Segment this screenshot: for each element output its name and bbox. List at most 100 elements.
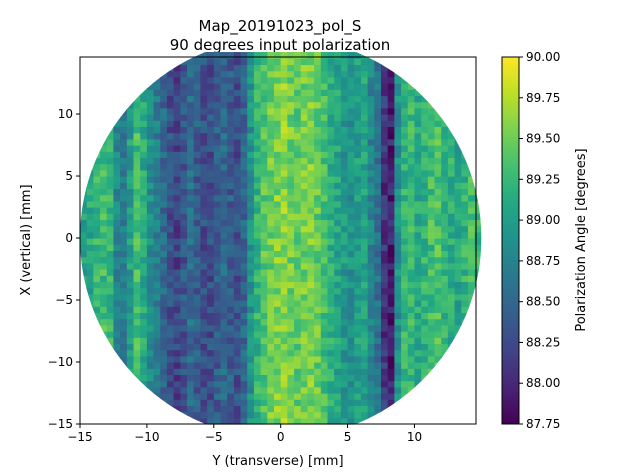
heatmap-cell [113, 219, 121, 227]
heatmap-cell [173, 306, 181, 314]
heatmap-cell [173, 76, 181, 84]
heatmap-cell [280, 355, 288, 363]
heatmap-cell [414, 58, 422, 66]
heatmap-cell [173, 58, 181, 66]
heatmap-cell [213, 207, 222, 214]
heatmap-cell [334, 312, 342, 320]
heatmap-cell [100, 275, 108, 283]
heatmap-cell [434, 64, 442, 72]
heatmap-cell [207, 157, 215, 165]
heatmap-cell [314, 151, 322, 159]
heatmap-cell [233, 213, 242, 221]
heatmap-cell [441, 287, 449, 295]
heatmap-cell [434, 380, 442, 388]
heatmap-cell [173, 393, 181, 400]
heatmap-cell [294, 182, 302, 190]
heatmap-cell [394, 163, 402, 171]
heatmap-cell [347, 312, 355, 320]
heatmap-cell [354, 89, 362, 97]
heatmap-cell [173, 182, 181, 190]
heatmap-cell [387, 262, 395, 270]
heatmap-cell [153, 114, 161, 121]
heatmap-cell [434, 275, 442, 283]
heatmap-cell [367, 256, 375, 264]
heatmap-cell [300, 306, 309, 314]
heatmap-cell [120, 405, 128, 413]
heatmap-cell [153, 83, 161, 90]
heatmap-cell [160, 70, 168, 78]
heatmap-cell [120, 244, 128, 252]
heatmap-cell [267, 95, 275, 103]
heatmap-cell [280, 337, 288, 345]
heatmap-cell [447, 64, 456, 72]
heatmap-cell [133, 101, 141, 109]
heatmap-cell [93, 194, 101, 202]
heatmap-cell [387, 182, 395, 190]
heatmap-cell [421, 176, 429, 183]
heatmap-cell [233, 281, 242, 289]
heatmap-cell [213, 52, 222, 59]
heatmap-cell [441, 250, 449, 258]
heatmap-cell [461, 355, 469, 363]
heatmap-cell [86, 256, 94, 264]
heatmap-cell [414, 188, 422, 196]
heatmap-cell [153, 380, 161, 388]
heatmap-cell [153, 324, 161, 332]
heatmap-cell [401, 238, 409, 245]
heatmap-cell [334, 95, 342, 103]
heatmap-cell [401, 300, 409, 307]
heatmap-cell [220, 200, 228, 208]
heatmap-cell [340, 138, 349, 146]
heatmap-cell [200, 275, 208, 283]
heatmap-cell [421, 101, 429, 109]
heatmap-cell [213, 306, 222, 314]
heatmap-cell [273, 163, 282, 171]
heatmap-cell [394, 269, 402, 276]
heatmap-cell [307, 132, 315, 140]
heatmap-cell [300, 107, 309, 115]
heatmap-cell [394, 386, 402, 394]
heatmap-cell [334, 213, 342, 221]
heatmap-cell [213, 399, 222, 406]
heatmap-cell [133, 318, 141, 326]
heatmap-cell [200, 337, 208, 345]
heatmap-cell [434, 368, 442, 376]
heatmap-cell [334, 281, 342, 289]
heatmap-cell [80, 169, 88, 177]
heatmap-cell [93, 337, 101, 345]
heatmap-cell [367, 194, 375, 202]
heatmap-cell [434, 374, 442, 382]
heatmap-cell [287, 275, 295, 283]
heatmap-cell [173, 176, 181, 183]
heatmap-cell [307, 107, 315, 115]
heatmap-cell [146, 188, 155, 196]
heatmap-cell [367, 64, 375, 72]
heatmap-cell [100, 157, 108, 165]
heatmap-cell [421, 207, 429, 214]
heatmap-cell [427, 386, 436, 394]
heatmap-cell [187, 95, 195, 103]
heatmap-cell [307, 349, 315, 357]
heatmap-cell [193, 114, 202, 121]
heatmap-cell [213, 393, 222, 400]
heatmap-cell [126, 70, 135, 78]
heatmap-cell [200, 324, 208, 332]
heatmap-cell [227, 114, 235, 121]
heatmap-cell [287, 157, 295, 165]
heatmap-cell [454, 306, 462, 314]
heatmap-cell [340, 262, 349, 270]
heatmap-cell [474, 200, 482, 208]
heatmap-cell [106, 324, 115, 332]
heatmap-cell [327, 405, 335, 413]
heatmap-cell [273, 182, 282, 190]
heatmap-cell [467, 64, 476, 72]
heatmap-cell [314, 362, 322, 369]
heatmap-cell [441, 393, 449, 400]
heatmap-cell [414, 262, 422, 270]
heatmap-cell [207, 374, 215, 382]
heatmap-cell [300, 318, 309, 326]
heatmap-cell [140, 107, 148, 115]
heatmap-cell [240, 101, 248, 109]
heatmap-cell [434, 138, 442, 146]
heatmap-cell [146, 306, 155, 314]
